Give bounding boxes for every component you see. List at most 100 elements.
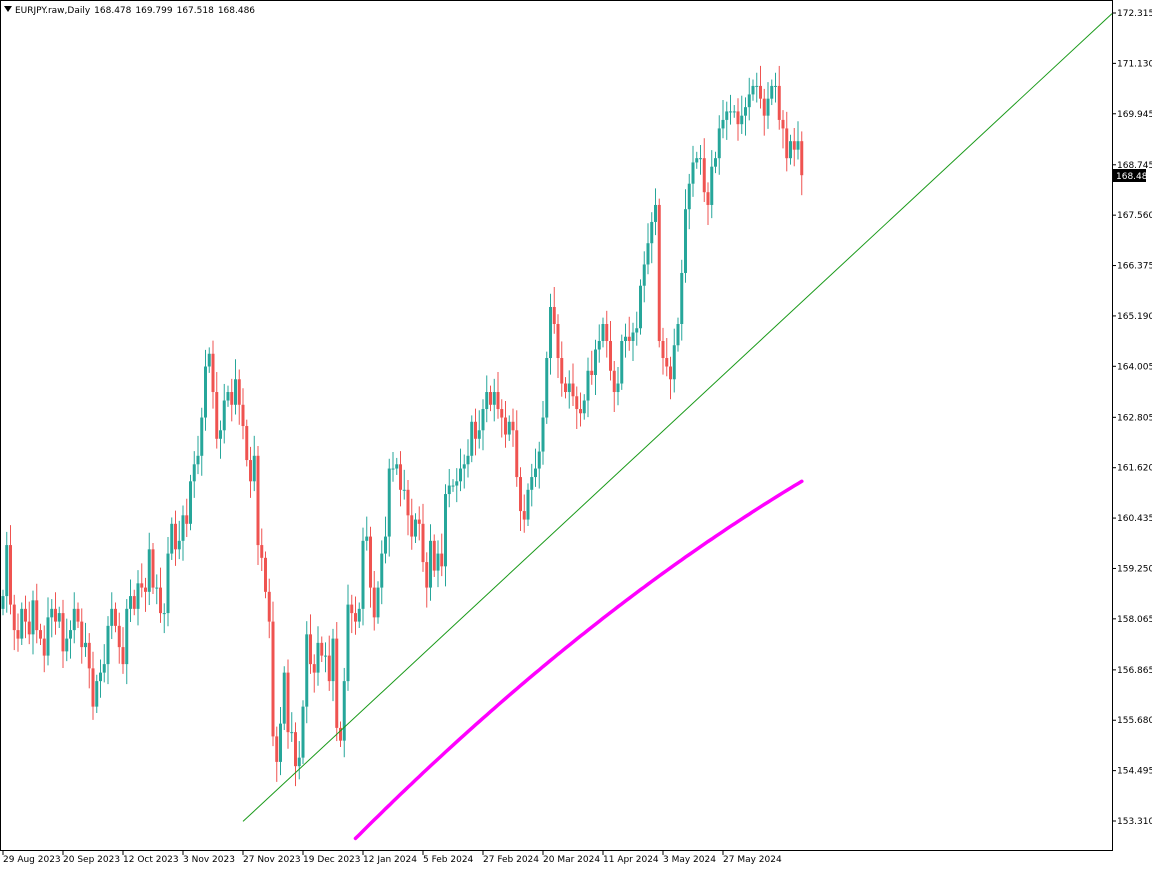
candle-body bbox=[177, 540, 181, 550]
candle-body bbox=[489, 392, 492, 405]
candle-body bbox=[702, 158, 706, 193]
candle-body bbox=[5, 545, 9, 597]
candle-body bbox=[65, 638, 69, 652]
candle-body bbox=[552, 306, 556, 324]
candle-body bbox=[147, 549, 151, 592]
candle-body bbox=[324, 655, 327, 657]
candle-body bbox=[605, 323, 609, 342]
candle-body bbox=[279, 723, 282, 762]
moving-average-line bbox=[353, 479, 804, 841]
candle-body bbox=[410, 515, 414, 537]
candle-body bbox=[620, 341, 624, 384]
price-axis[interactable]: 172.315 171.130 169.945 168.745 167.560 166.3… bbox=[1112, 9, 1152, 827]
candle-body bbox=[357, 608, 361, 622]
candle-body bbox=[144, 587, 147, 592]
candle-body bbox=[316, 642, 320, 673]
candle-body bbox=[777, 85, 781, 120]
candle-body bbox=[545, 358, 549, 418]
candle-body bbox=[717, 128, 721, 159]
candle-body bbox=[676, 323, 680, 346]
candle-body bbox=[76, 608, 80, 622]
candle-body bbox=[732, 111, 736, 113]
y-tick-label: 164.005 bbox=[1117, 362, 1152, 372]
candle-body bbox=[496, 392, 500, 410]
candle-body bbox=[170, 523, 174, 554]
close-value: 168.486 bbox=[217, 6, 256, 16]
candle-body bbox=[564, 383, 567, 393]
candle-body bbox=[99, 672, 102, 682]
candle-body bbox=[384, 536, 387, 554]
candle-body bbox=[684, 209, 687, 273]
candle-body bbox=[297, 757, 301, 767]
candle-body bbox=[635, 328, 639, 333]
candle-body bbox=[657, 204, 661, 342]
current-price-marker: 168.486 bbox=[1113, 169, 1152, 182]
candle-body bbox=[597, 341, 601, 350]
current-price-label: 168.486 bbox=[1116, 172, 1152, 182]
candle-body bbox=[466, 455, 470, 465]
time-axis[interactable]: 29 Aug 2023 20 Sep 2023 12 Oct 2023 3 Nov 2… bbox=[2, 851, 782, 865]
candle-body bbox=[609, 341, 612, 371]
candle-body bbox=[282, 672, 286, 724]
candle-body bbox=[95, 681, 99, 707]
candle-body bbox=[725, 111, 729, 120]
candle-body bbox=[447, 485, 451, 495]
candle-body bbox=[346, 604, 350, 682]
y-tick-label: 158.065 bbox=[1117, 615, 1152, 625]
y-tick-label: 153.310 bbox=[1117, 817, 1152, 827]
candle-body bbox=[166, 553, 170, 614]
candle-body bbox=[511, 421, 515, 431]
candle-body bbox=[402, 489, 406, 491]
candle-body bbox=[46, 617, 50, 656]
candle-body bbox=[515, 430, 519, 478]
candle-body bbox=[796, 141, 800, 150]
x-tick-label: 12 Oct 2023 bbox=[123, 855, 179, 865]
candle-body bbox=[376, 587, 380, 618]
candle-body bbox=[342, 681, 346, 741]
candle-body bbox=[72, 608, 76, 631]
candle-body bbox=[222, 400, 226, 431]
candle-body bbox=[350, 604, 354, 614]
candle-body bbox=[335, 638, 339, 728]
candle-body bbox=[20, 608, 24, 639]
candle-body bbox=[181, 515, 185, 541]
candle-body bbox=[646, 243, 650, 265]
candle-body bbox=[117, 625, 121, 648]
candle-body bbox=[140, 583, 144, 588]
x-tick-label: 27 Nov 2023 bbox=[243, 855, 301, 865]
candle-body bbox=[294, 732, 297, 767]
candle-body bbox=[504, 417, 507, 435]
candle-body bbox=[42, 638, 46, 656]
y-tick-label: 165.190 bbox=[1117, 312, 1152, 322]
candle-body bbox=[241, 404, 245, 427]
candle-body bbox=[680, 272, 684, 324]
y-tick-label: 160.435 bbox=[1117, 514, 1152, 524]
candle-body bbox=[706, 192, 710, 205]
dropdown-triangle-icon[interactable] bbox=[4, 6, 12, 12]
candle-body bbox=[537, 451, 541, 469]
candle-body bbox=[474, 421, 477, 439]
candle-body bbox=[54, 608, 57, 622]
candle-body bbox=[189, 481, 192, 524]
candle-body bbox=[665, 358, 669, 367]
candle-body bbox=[207, 353, 211, 367]
candle-body bbox=[687, 183, 691, 210]
x-tick-label: 20 Mar 2024 bbox=[543, 855, 600, 865]
candle-body bbox=[762, 98, 766, 116]
candle-body bbox=[121, 647, 125, 665]
candle-body bbox=[740, 115, 744, 125]
candle-body bbox=[211, 353, 215, 393]
candle-body bbox=[582, 400, 586, 414]
candle-body bbox=[380, 553, 384, 588]
candle-body bbox=[387, 468, 391, 537]
candle-body bbox=[174, 523, 177, 550]
candle-body bbox=[440, 553, 444, 567]
candle-body bbox=[631, 332, 635, 342]
candle-body bbox=[219, 430, 222, 439]
y-tick-label: 162.805 bbox=[1117, 413, 1152, 423]
candle-body bbox=[530, 477, 534, 490]
candle-body bbox=[519, 477, 522, 512]
y-tick-label: 168.745 bbox=[1117, 161, 1152, 171]
y-tick-label: 155.680 bbox=[1117, 716, 1152, 726]
